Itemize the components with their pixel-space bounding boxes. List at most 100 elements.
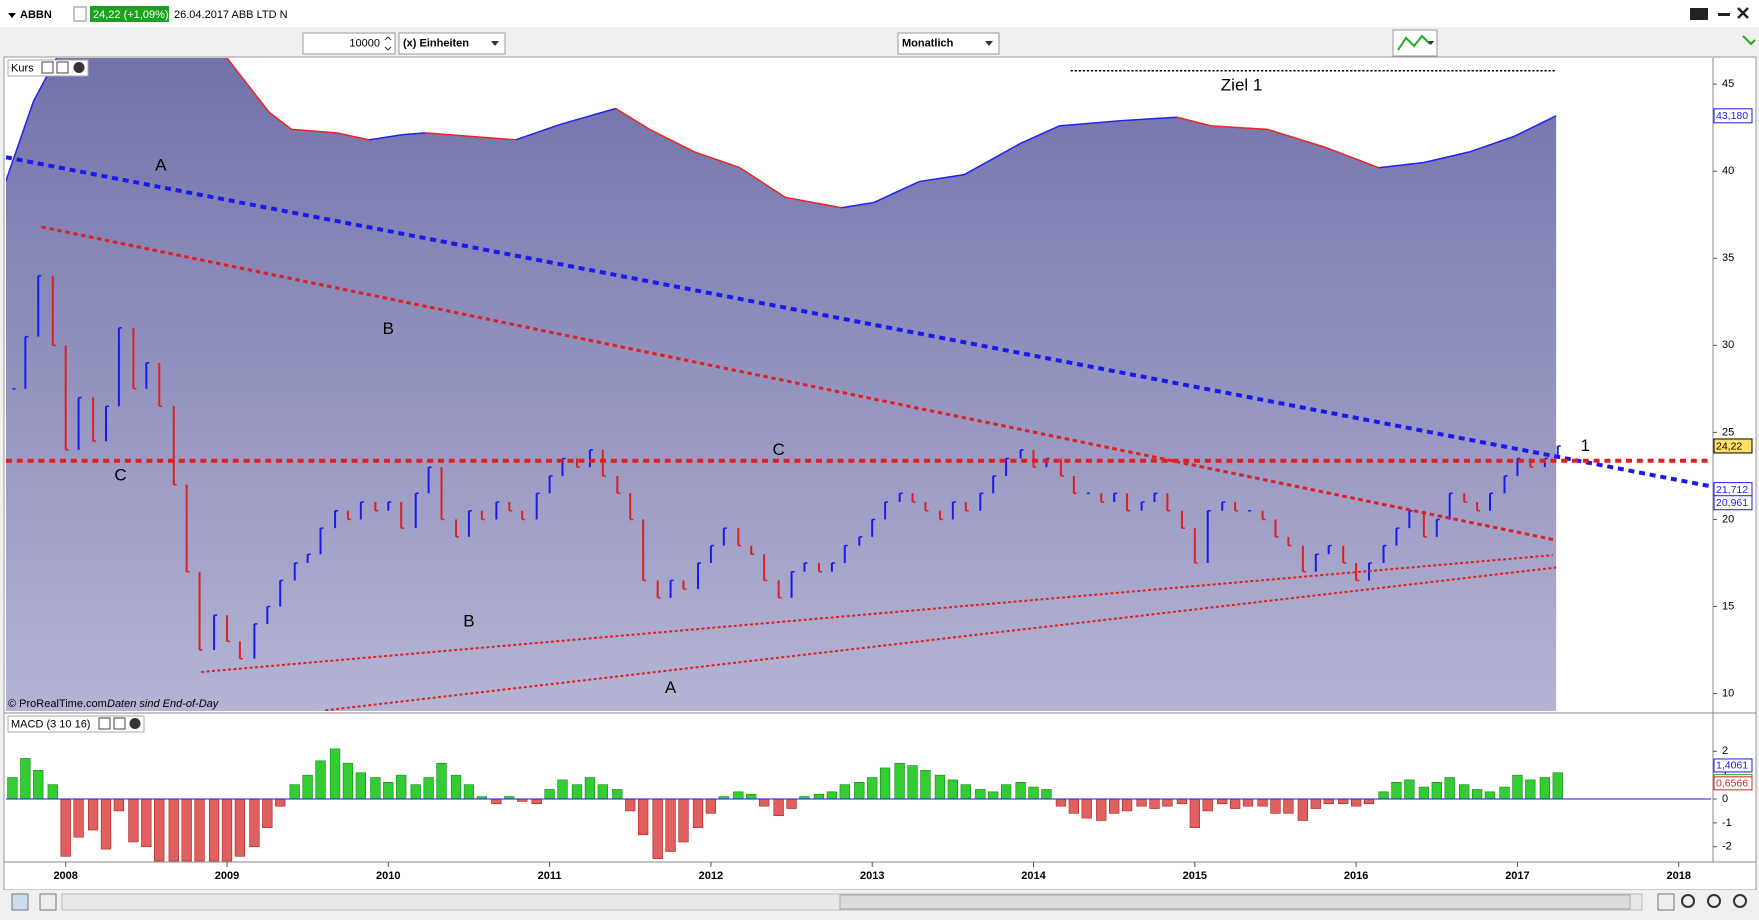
annotation: C: [114, 465, 126, 484]
macd-bar: [1096, 798, 1107, 821]
side-icon[interactable]: [1742, 35, 1756, 46]
price-bar: [1261, 510, 1266, 521]
macd-bar: [612, 789, 623, 800]
period-select[interactable]: [897, 32, 1000, 55]
price-bar: [830, 562, 835, 572]
price-bar: [992, 475, 997, 494]
settings-icon[interactable]: [41, 61, 54, 74]
macd-bar: [1230, 798, 1241, 809]
macd-bar: [1189, 798, 1200, 828]
macd-bar: [678, 798, 689, 843]
macd-remove-icon[interactable]: [129, 718, 141, 729]
envelope-segment: [268, 111, 292, 130]
quantity[interactable]: 10000: [349, 37, 380, 49]
macd-bar: [1404, 779, 1415, 800]
x-tick-label: 2013: [860, 870, 884, 882]
macd-bar: [168, 798, 179, 862]
macd-settings-icon[interactable]: [98, 717, 111, 730]
minimize-icon[interactable]: [1718, 13, 1730, 16]
period[interactable]: Monatlich: [902, 37, 954, 49]
price-bar: [334, 509, 339, 529]
chart-style-arrow[interactable]: [1428, 41, 1434, 45]
price-bar: [1516, 457, 1521, 476]
envelope-segment: [873, 180, 920, 204]
macd-window-icon[interactable]: [113, 717, 126, 730]
bottom-icon[interactable]: [11, 893, 29, 911]
trend-line: [325, 566, 1557, 711]
price-bar: [642, 519, 647, 582]
price-bar: [803, 562, 808, 572]
price-bar: [1395, 527, 1400, 546]
macd-bar: [1041, 789, 1052, 800]
price-bar: [884, 501, 889, 520]
price-bar: [737, 528, 742, 547]
envelope-segment: [784, 196, 842, 209]
units[interactable]: (x) Einheiten: [403, 37, 469, 49]
macd-bar: [813, 793, 825, 800]
spinner[interactable]: [384, 36, 392, 51]
chart-style-icon: [1397, 34, 1431, 51]
price-bar: [1463, 493, 1468, 503]
price-bar: [979, 492, 984, 511]
price-bar: [77, 396, 82, 450]
y-tick-label: 30: [1722, 339, 1734, 351]
price-bar: [1448, 492, 1453, 520]
price-bar: [1153, 492, 1158, 503]
zoom-out-icon[interactable]: [1707, 894, 1721, 908]
units-select[interactable]: [398, 32, 506, 55]
symbol[interactable]: ABBN: [20, 9, 52, 21]
price-bar: [790, 570, 795, 598]
macd-bar: [1217, 798, 1228, 805]
zoom-in-icon[interactable]: [1733, 894, 1747, 908]
price-label-box: [1713, 108, 1753, 124]
remove-icon[interactable]: [73, 62, 85, 73]
envelope-segment: [368, 133, 403, 141]
envelope-segment: [336, 132, 370, 141]
price-bar: [427, 466, 432, 494]
macd-label-box: [1713, 776, 1753, 791]
envelope-segment: [649, 128, 696, 153]
macd-bar: [154, 798, 165, 862]
zoom-icon[interactable]: [1681, 894, 1695, 908]
envelope-segment: [6, 101, 35, 183]
keyboard-icon[interactable]: [1690, 8, 1708, 20]
macd-tick-label: -1: [1722, 817, 1732, 829]
scrollbar-thumb[interactable]: [839, 894, 1631, 910]
macd-bar: [1136, 798, 1147, 807]
envelope-segment: [1378, 161, 1424, 169]
close-icon[interactable]: [1737, 7, 1749, 19]
price-bar: [306, 553, 311, 563]
macd-bar: [1081, 798, 1092, 819]
info-icon[interactable]: [73, 6, 87, 22]
macd-bar: [867, 777, 878, 800]
bottom-icon[interactable]: [39, 893, 57, 911]
period-arrow[interactable]: [985, 41, 993, 46]
macd-bar: [47, 784, 58, 800]
macd-bar: [839, 784, 850, 800]
price-bar: [1476, 502, 1481, 512]
envelope-segment: [226, 58, 270, 113]
macd-bar: [1149, 798, 1160, 809]
macd-bar: [1109, 798, 1120, 814]
units-arrow[interactable]: [491, 41, 499, 46]
dropdown-arrow[interactable]: [8, 13, 16, 18]
macd-bar: [450, 774, 462, 800]
bottom-icon[interactable]: [1657, 893, 1675, 911]
price-bar: [858, 536, 863, 546]
macd-bar: [100, 798, 112, 850]
quantity-input[interactable]: [302, 32, 396, 55]
price-bar: [1489, 492, 1494, 511]
price-label: 43,180: [1716, 110, 1748, 122]
window-icon[interactable]: [56, 61, 69, 74]
macd-bar: [1121, 798, 1133, 812]
envelope-segment: [1059, 119, 1121, 127]
y-tick-label: 10: [1722, 687, 1734, 699]
envelope-segment: [1176, 116, 1212, 127]
envelope-segment: [515, 123, 562, 141]
price-bar: [213, 614, 218, 651]
macd-bar: [1444, 777, 1455, 800]
macd-title: MACD (3 10 16): [11, 718, 90, 730]
macd-bar: [947, 779, 959, 800]
macd-label: 1,4061: [1716, 760, 1748, 772]
macd-bar: [1350, 798, 1362, 807]
